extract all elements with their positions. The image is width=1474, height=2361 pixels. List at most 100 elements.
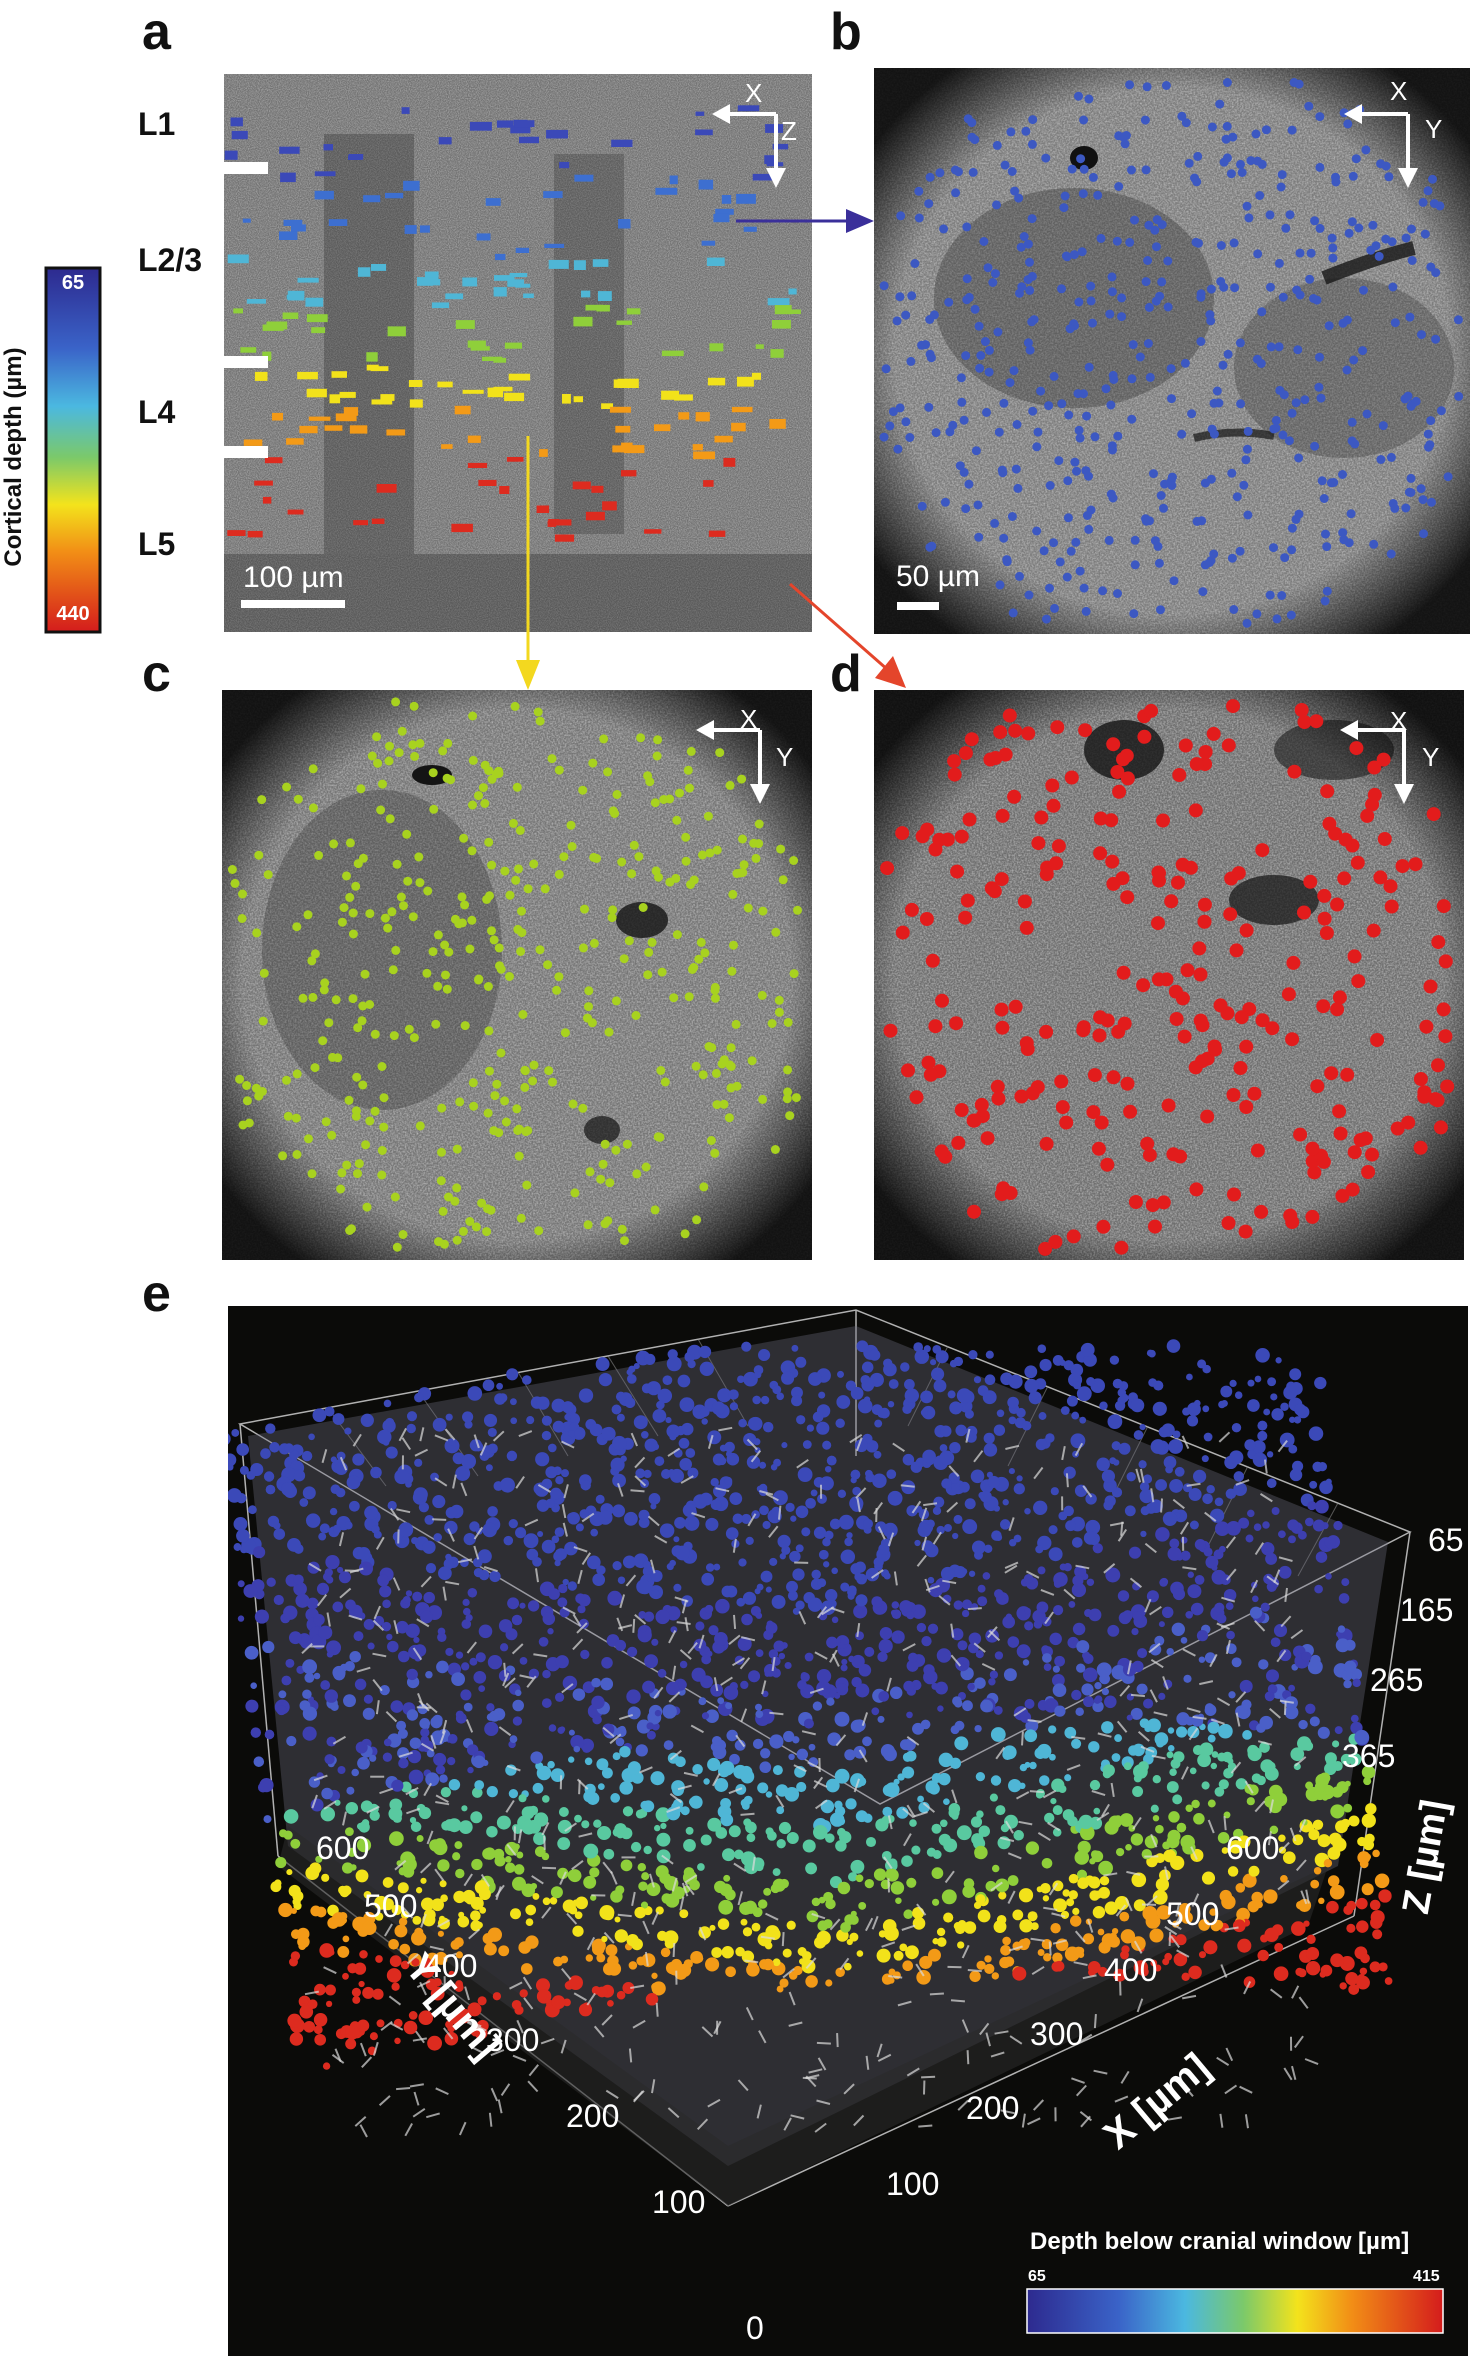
soma-marker: [541, 1430, 552, 1441]
soma-marker: [1247, 1900, 1260, 1913]
soma-marker: [976, 1960, 986, 1970]
soma-marker: [548, 1724, 557, 1732]
soma-marker: [840, 1664, 848, 1672]
soma-marker: [1214, 1786, 1225, 1797]
vessel-segment: [412, 2107, 426, 2118]
soma-marker: [469, 1657, 478, 1666]
soma-marker: [725, 1966, 736, 1978]
soma-marker: [1181, 1972, 1190, 1982]
cell-marker: [423, 886, 433, 896]
cell-marker: [1317, 476, 1327, 486]
vessel-segment: [578, 1832, 593, 1838]
vessel-segment: [739, 1657, 751, 1670]
soma-marker: [1176, 1822, 1187, 1833]
cell-marker: [605, 1178, 615, 1188]
cell-marker: [474, 974, 484, 984]
cell-marker: [1141, 514, 1151, 524]
cell-marker: [901, 310, 911, 320]
cell-marker: [661, 390, 680, 400]
soma-marker: [943, 1798, 950, 1806]
vessel-segment: [922, 1802, 936, 1813]
vessel-segment: [809, 1687, 824, 1694]
soma-marker: [1039, 1358, 1052, 1372]
soma-marker: [1126, 1472, 1136, 1482]
vessel-segment: [655, 2002, 659, 2017]
soma-marker: [454, 1454, 461, 1462]
cell-marker: [543, 191, 563, 199]
cell-marker: [1227, 1187, 1241, 1202]
soma-marker: [1158, 1426, 1170, 1438]
cell-marker: [1285, 1032, 1300, 1047]
soma-marker: [253, 1756, 265, 1767]
soma-marker: [1090, 1878, 1101, 1889]
cell-marker: [1344, 228, 1354, 238]
soma-marker: [467, 1386, 483, 1401]
soma-marker: [1378, 1889, 1392, 1903]
soma-marker: [1218, 1723, 1233, 1739]
cell-marker: [711, 1068, 721, 1078]
soma-marker: [806, 1910, 819, 1923]
soma-marker: [462, 1607, 471, 1616]
vessel-segment: [1030, 1937, 1045, 1942]
vessel-segment: [921, 2075, 936, 2079]
cell-marker: [632, 1169, 642, 1179]
soma-marker: [290, 1907, 297, 1915]
cell-marker: [356, 784, 366, 794]
cell-marker: [535, 945, 545, 955]
soma-marker: [781, 1545, 791, 1555]
soma-marker: [792, 1607, 800, 1615]
cell-marker: [357, 1016, 367, 1026]
soma-marker: [1247, 1746, 1262, 1762]
cell-marker: [653, 735, 663, 745]
cell-marker: [968, 167, 978, 177]
vessel-segment: [439, 1730, 447, 1745]
cell-marker: [1338, 470, 1347, 479]
soma-marker: [687, 1467, 699, 1479]
soma-marker: [1263, 1889, 1278, 1904]
cell-marker: [1196, 337, 1206, 346]
soma-marker: [290, 1838, 301, 1849]
soma-marker: [1120, 1950, 1129, 1960]
soma-marker: [447, 1733, 458, 1744]
soma-marker: [329, 1507, 338, 1516]
cell-marker: [783, 1065, 793, 1075]
cell-marker: [675, 788, 684, 798]
vessel-segment: [995, 1746, 1006, 1760]
vessel-segment: [759, 1490, 774, 1496]
vessel-segment: [887, 1532, 895, 1547]
vessel-segment: [1221, 1596, 1236, 1603]
soma-marker: [1071, 1582, 1087, 1598]
cell-marker: [1046, 798, 1061, 813]
vessel-segment: [372, 1678, 383, 1692]
soma-marker: [729, 1753, 740, 1765]
cell-marker: [348, 994, 358, 1004]
soma-marker: [567, 1512, 580, 1525]
cell-marker: [1120, 1076, 1135, 1091]
cell-marker: [452, 1235, 462, 1245]
soma-marker: [1247, 1399, 1260, 1412]
soma-marker: [1000, 1823, 1010, 1833]
soma-marker: [985, 1350, 994, 1359]
cell-marker: [654, 872, 663, 882]
soma-marker: [513, 1843, 520, 1850]
cell-marker: [1257, 307, 1267, 317]
soma-marker: [1024, 1378, 1039, 1393]
cell-marker: [378, 779, 387, 789]
soma-marker: [278, 1829, 288, 1838]
soma-marker: [1325, 1572, 1332, 1580]
soma-marker: [1003, 1956, 1015, 1967]
cell-marker: [1222, 78, 1232, 87]
soma-marker: [1154, 1853, 1166, 1864]
soma-marker: [359, 1917, 367, 1924]
soma-marker: [974, 1550, 983, 1560]
cell-marker: [1205, 310, 1215, 320]
soma-marker: [1118, 1442, 1131, 1455]
cell-marker: [1148, 1219, 1162, 1234]
soma-marker: [473, 1567, 484, 1578]
cell-marker: [554, 972, 564, 982]
soma-marker: [541, 1698, 552, 1708]
soma-marker: [455, 1868, 465, 1879]
soma-marker: [816, 1669, 832, 1684]
soma-marker: [1289, 1416, 1296, 1423]
cell-marker: [445, 293, 464, 300]
